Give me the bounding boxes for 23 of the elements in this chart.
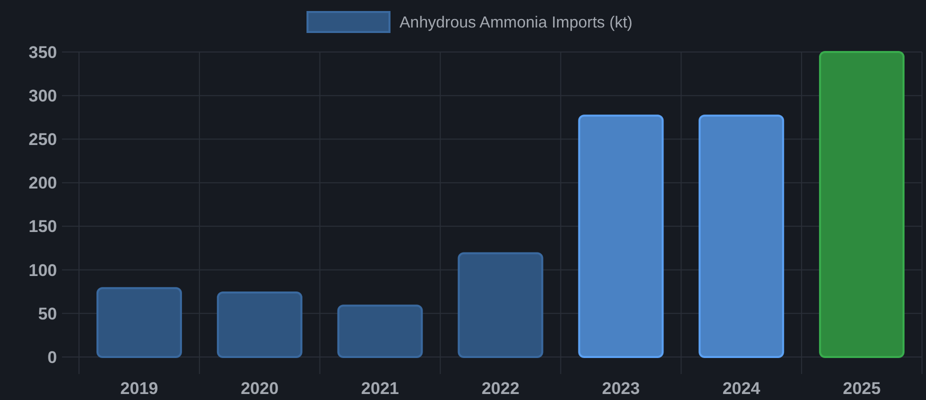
- y-tick-label: 150: [28, 217, 57, 236]
- x-tick-label: 2021: [361, 379, 399, 398]
- x-tick-label: 2024: [722, 379, 761, 398]
- x-tick-label: 2019: [120, 379, 158, 398]
- x-tick-label: 2023: [602, 379, 640, 398]
- x-tick-label: 2020: [240, 379, 279, 398]
- y-tick-label: 50: [38, 304, 57, 324]
- bar: [96, 287, 182, 358]
- x-tick-label: 2022: [482, 379, 520, 398]
- y-tick-label: 250: [28, 130, 57, 150]
- bar: [578, 114, 664, 358]
- x-tick-label: 2025: [842, 379, 881, 398]
- y-tick-label: 350: [28, 42, 57, 62]
- text: Anhydrous Ammonia Imports (kt): [400, 14, 632, 32]
- bar: [458, 252, 544, 358]
- bar: [216, 292, 302, 358]
- bar: [337, 304, 423, 358]
- y-tick-label: 100: [28, 260, 57, 280]
- bar: [819, 51, 905, 358]
- y-tick-label: 300: [28, 86, 57, 106]
- bar: [698, 114, 784, 358]
- y-tick-label: 200: [28, 174, 57, 193]
- y-tick-label: 0: [48, 348, 57, 367]
